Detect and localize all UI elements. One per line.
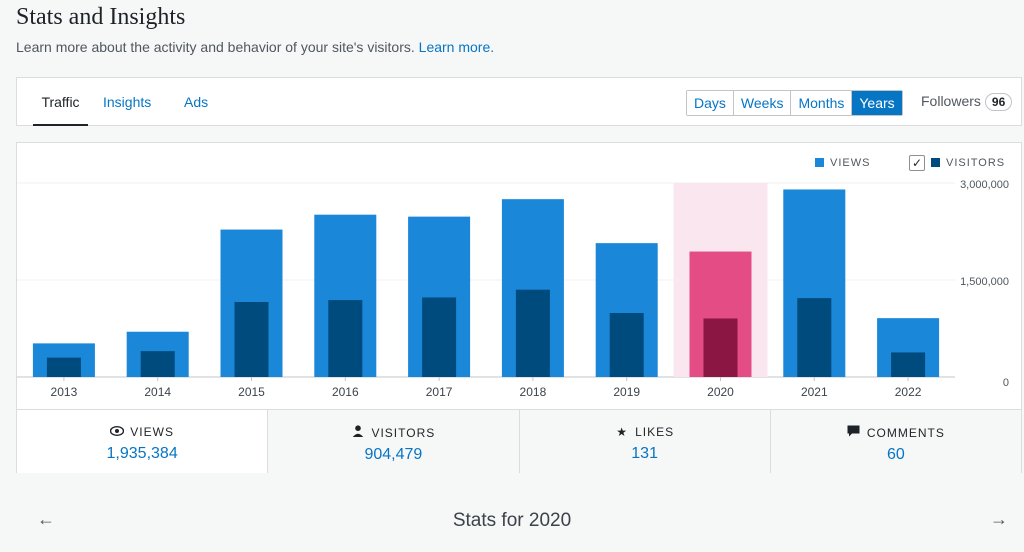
x-tick-label: 2019 <box>613 385 640 399</box>
tab-insights[interactable]: Insights <box>103 94 152 110</box>
x-tick-label: 2018 <box>520 385 547 399</box>
star-icon: ★ <box>616 425 628 439</box>
legend-views: VIEWS <box>815 157 870 169</box>
period-weeks-button[interactable]: Weeks <box>733 91 792 115</box>
stat-value-likes: 131 <box>631 445 658 462</box>
visitors-bar <box>234 301 269 377</box>
x-tick-label: 2013 <box>51 385 78 399</box>
comment-icon <box>847 425 861 440</box>
chart-card: VIEWS ✓ VISITORS 2013 2014 2015 2016 2017 201… <box>16 142 1022 473</box>
period-years-button[interactable]: Years <box>852 91 902 115</box>
visitors-bar <box>703 318 738 377</box>
bar-chart: 2013 2014 2015 2016 2017 2018 2019 2020 2021 2022… <box>17 179 1009 399</box>
x-tick-label: 2020 <box>707 385 734 399</box>
x-tick-label: 2017 <box>426 385 453 399</box>
y-tick-label: 1,500,000 <box>960 276 1009 288</box>
views-swatch <box>815 158 824 167</box>
tab-ads[interactable]: Ads <box>184 94 209 110</box>
stats-navigation: Traffic Insights Ads Days Weeks Months Y… <box>16 77 1022 126</box>
stat-label-views: VIEWS <box>130 425 174 439</box>
subtitle-text: Learn more about the activity and behavi… <box>16 39 415 55</box>
visitors-checkbox[interactable]: ✓ <box>909 155 925 171</box>
period-selector: Days Weeks Months Years <box>686 90 903 116</box>
stat-tab-views[interactable]: VIEWS 1,935,384 <box>17 410 268 473</box>
visitors-bar <box>891 352 926 377</box>
learn-more-link[interactable]: Learn more. <box>418 39 495 55</box>
period-days-button[interactable]: Days <box>687 91 734 115</box>
visitors-bar <box>328 300 363 377</box>
stat-tab-comments[interactable]: COMMENTS 60 <box>769 410 1021 473</box>
period-title: Stats for 2020 <box>452 510 572 531</box>
x-tick-label: 2021 <box>801 385 828 399</box>
visitors-bar <box>46 357 81 377</box>
x-tick-label: 2015 <box>238 385 265 399</box>
y-tick-label: 3,000,000 <box>960 179 1009 191</box>
stat-tab-likes[interactable]: ★ LIKES 131 <box>518 410 770 473</box>
stat-value-views: 1,935,384 <box>106 445 178 462</box>
followers-link[interactable]: Followers 96 <box>921 93 1013 111</box>
stat-tab-visitors[interactable]: VISITORS 904,479 <box>267 410 519 473</box>
next-period-arrow-icon[interactable]: → <box>990 509 1008 529</box>
x-tick-label: 2016 <box>332 385 359 399</box>
previous-period-arrow-icon[interactable]: ← <box>37 509 55 529</box>
stat-label-likes: LIKES <box>635 425 675 439</box>
visitors-bar <box>422 297 457 377</box>
x-tick-label: 2022 <box>895 385 922 399</box>
stat-label-comments: COMMENTS <box>866 426 945 440</box>
stat-value-comments: 60 <box>886 446 905 463</box>
tab-traffic[interactable]: Traffic <box>33 78 88 126</box>
checkmark-icon: ✓ <box>911 156 923 170</box>
stats-summary-tabs: VIEWS 1,935,384 VISITORS 904,479 ★ LIKES … <box>17 409 1021 473</box>
page-title: Stats and Insights <box>16 4 186 30</box>
period-months-button[interactable]: Months <box>791 91 853 115</box>
page-subtitle: Learn more about the activity and behavi… <box>16 39 494 55</box>
legend-views-label: VIEWS <box>830 157 871 169</box>
visitors-bar <box>797 298 832 377</box>
x-tick-label: 2014 <box>144 385 171 399</box>
stat-label-visitors: VISITORS <box>371 426 436 440</box>
visitors-bar <box>609 312 644 377</box>
visitors-bar <box>140 351 175 377</box>
stat-value-visitors: 904,479 <box>364 446 423 463</box>
visitors-bar <box>515 289 550 377</box>
visitors-swatch <box>931 158 940 167</box>
legend-visitors: VISITORS <box>931 157 1005 169</box>
eye-icon <box>110 425 125 439</box>
followers-label: Followers <box>921 93 981 109</box>
legend-visitors-label: VISITORS <box>946 157 1006 169</box>
followers-count-badge: 96 <box>984 93 1013 111</box>
person-icon <box>351 425 365 440</box>
y-tick-label: 0 <box>1003 377 1009 389</box>
